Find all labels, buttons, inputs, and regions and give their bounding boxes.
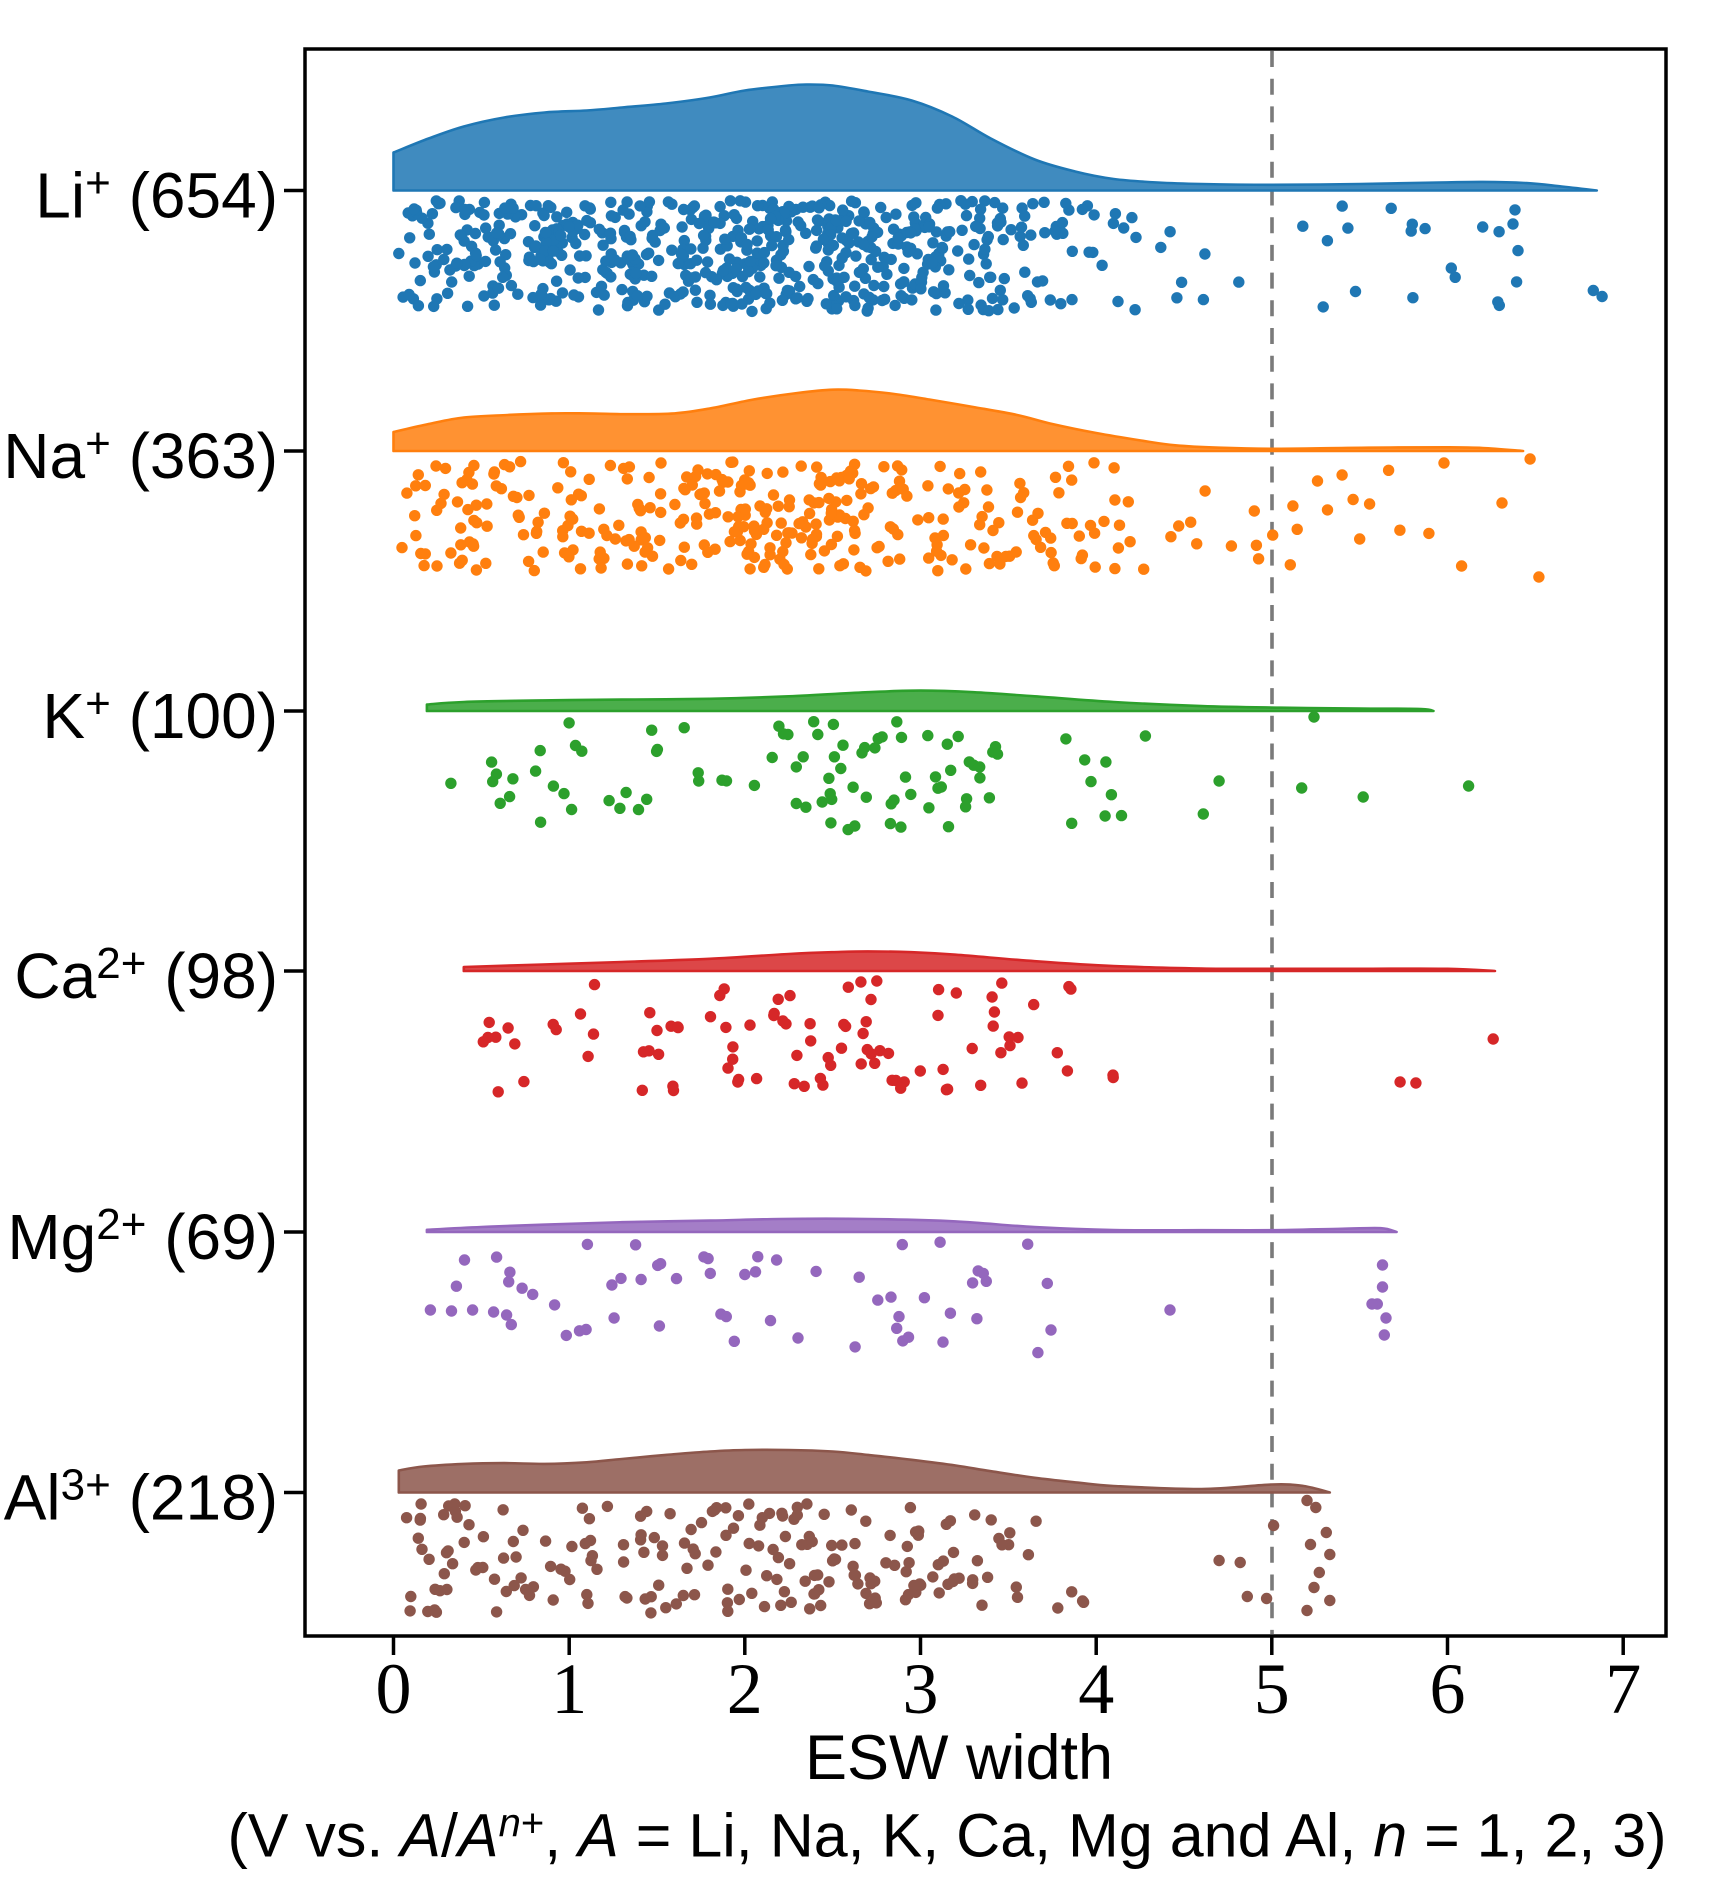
svg-text:1: 1 <box>551 1649 587 1729</box>
svg-text:Ca2+ (98): Ca2+ (98) <box>14 939 278 1012</box>
svg-text:Li+ (654): Li+ (654) <box>35 159 278 232</box>
svg-text:0: 0 <box>376 1649 412 1729</box>
svg-text:Na+ (363): Na+ (363) <box>3 419 278 492</box>
svg-text:3: 3 <box>903 1649 939 1729</box>
svg-text:ESW width: ESW width <box>805 1723 1113 1793</box>
svg-text:7: 7 <box>1605 1649 1641 1729</box>
svg-text:5: 5 <box>1254 1649 1290 1729</box>
svg-text:6: 6 <box>1430 1649 1466 1729</box>
svg-text:2: 2 <box>727 1649 763 1729</box>
svg-text:Mg2+ (69): Mg2+ (69) <box>7 1200 278 1273</box>
svg-text:K+ (100): K+ (100) <box>42 679 278 752</box>
svg-text:(V vs. A/An+, A = Li, Na, K, C: (V vs. A/An+, A = Li, Na, K, Ca, Mg and … <box>227 1802 1666 1870</box>
svg-text:Al3+ (218): Al3+ (218) <box>4 1461 278 1534</box>
svg-text:4: 4 <box>1078 1649 1114 1729</box>
